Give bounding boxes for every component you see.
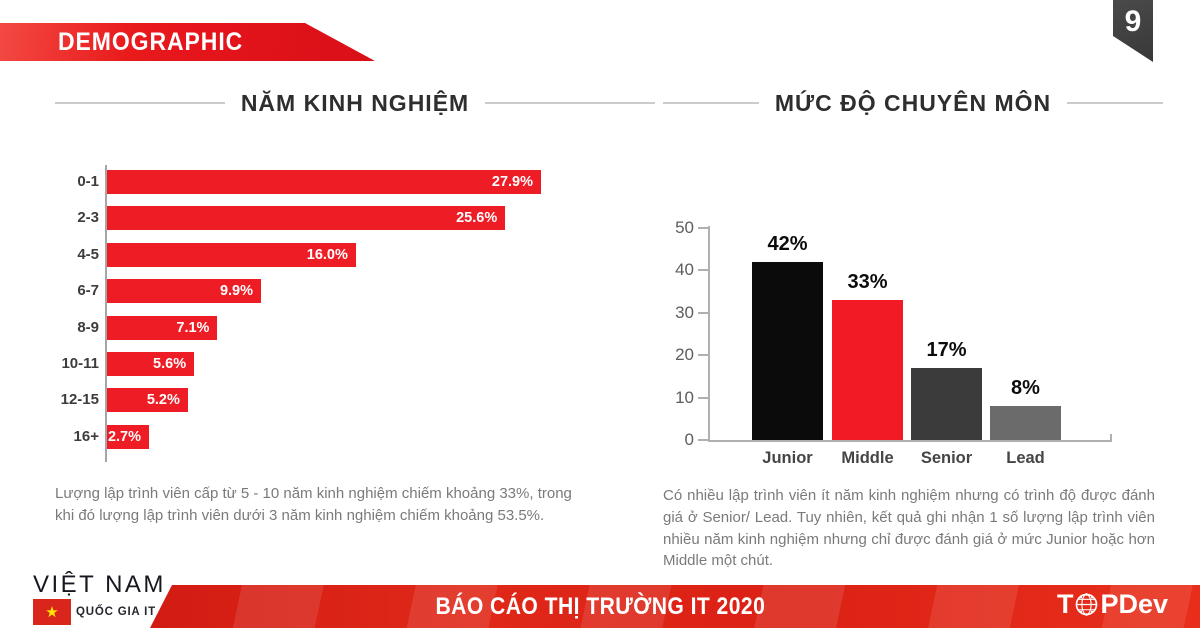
vietnam-logo-title: VIỆT NAM — [33, 571, 166, 598]
level-x-axis-line — [708, 440, 1112, 442]
experience-y-axis-line — [105, 165, 107, 462]
experience-category-label: 8-9 — [77, 318, 99, 336]
level-bar — [752, 261, 823, 440]
experience-bar: 9.9% — [107, 279, 261, 304]
experience-chart-title: NĂM KINH NGHIỆM — [240, 89, 470, 116]
experience-category-label: 12-15 — [60, 391, 99, 409]
level-axis-tick-mark — [698, 269, 708, 272]
experience-row: 12-15 5.2% — [55, 388, 600, 413]
footer-report-title: BÁO CÁO THỊ TRƯỜNG IT 2020 — [435, 593, 765, 620]
experience-chart-title-row: NĂM KINH NGHIỆM — [55, 88, 656, 118]
level-chart-title: MỨC ĐỘ CHUYÊN MÔN — [774, 89, 1052, 116]
experience-value-label: 5.6% — [153, 356, 187, 372]
topdev-globe-icon — [1076, 593, 1098, 616]
level-axis-tick-label: 0 — [684, 430, 694, 449]
level-bar — [911, 367, 982, 440]
level-category-label: Senior — [920, 449, 973, 467]
experience-row: 0-1 27.9% — [55, 170, 600, 194]
level-note: Có nhiều lập trình viên ít năm kinh nghi… — [663, 487, 1155, 570]
title-line-right — [1067, 102, 1163, 104]
experience-row: 16+ 2.7% — [55, 424, 600, 449]
experience-bar-chart: 0-1 27.9% 2-3 25.6% 4-5 16.0% 6-7 9.9% 8-9 7.1% 10… — [55, 165, 600, 470]
experience-value-label: 16.0% — [306, 246, 348, 263]
level-axis-tick-mark — [698, 311, 708, 314]
level-x-axis-end-tick — [1110, 434, 1112, 442]
level-axis-tick-label: 50 — [675, 218, 694, 237]
level-value-label: 42% — [767, 232, 808, 255]
experience-value-label: 25.6% — [456, 210, 498, 227]
level-axis-tick-label: 40 — [675, 260, 694, 280]
experience-row: 4-5 16.0% — [55, 242, 600, 267]
title-line-left — [55, 102, 225, 104]
experience-bar: 5.6% — [107, 352, 195, 376]
experience-bar: 25.6% — [107, 206, 506, 231]
footer-red-band — [150, 585, 1200, 628]
level-value-label: 33% — [847, 271, 888, 294]
topdev-logo-prefix: T — [1056, 589, 1074, 619]
banner-title: DEMOGRAPHIC — [58, 27, 244, 56]
level-category-label: Middle — [841, 449, 894, 467]
level-axis-tick-mark — [698, 354, 708, 357]
page-number: 9 — [1124, 5, 1142, 38]
experience-value-label: 2.7% — [107, 428, 141, 445]
experience-category-label: 0-1 — [77, 173, 99, 190]
experience-bar: 16.0% — [107, 242, 356, 267]
level-bar-chart: 0 10 20 30 40 50 42% Junior 33% Middle 17% Senior 8%… — [660, 215, 1140, 477]
level-axis-tick-label: 30 — [675, 302, 694, 322]
experience-category-label: 4-5 — [77, 245, 99, 263]
level-category-label: Lead — [1006, 449, 1045, 467]
level-chart-title-row: MỨC ĐỘ CHUYÊN MÔN — [663, 88, 1163, 118]
experience-row: 6-7 9.9% — [55, 279, 600, 304]
experience-row: 8-9 7.1% — [55, 315, 600, 340]
level-y-axis-line — [708, 226, 710, 442]
experience-category-label: 6-7 — [77, 282, 99, 300]
experience-bar: 5.2% — [107, 388, 188, 413]
level-axis-tick-mark — [698, 227, 708, 229]
topdev-logo-suffix: PDev — [1100, 589, 1168, 619]
experience-value-label: 5.2% — [146, 392, 180, 409]
vietnam-flag-icon: ★ — [33, 599, 71, 625]
experience-category-label: 2-3 — [77, 209, 99, 227]
demographic-banner: DEMOGRAPHIC — [0, 23, 375, 61]
level-axis-tick-mark — [698, 396, 708, 399]
level-axis-tick-label: 20 — [675, 345, 694, 365]
experience-row: 10-11 5.6% — [55, 352, 600, 376]
level-value-label: 8% — [1011, 377, 1040, 400]
experience-value-label: 27.9% — [491, 174, 533, 190]
level-axis-tick-mark — [698, 439, 708, 441]
topdev-logo: T PDev — [1057, 591, 1168, 618]
experience-value-label: 7.1% — [176, 319, 210, 336]
level-value-label: 17% — [926, 338, 967, 361]
level-bar — [832, 300, 903, 440]
title-line-left — [663, 102, 759, 104]
level-axis-tick-label: 10 — [675, 387, 694, 407]
experience-row: 2-3 25.6% — [55, 206, 600, 231]
level-category-label: Junior — [762, 449, 813, 467]
experience-bar: 2.7% — [107, 424, 149, 449]
experience-category-label: 10-11 — [61, 355, 99, 372]
experience-bar: 7.1% — [107, 315, 218, 340]
experience-note: Lượng lập trình viên cấp từ 5 - 10 năm k… — [55, 485, 572, 524]
experience-category-label: 16+ — [73, 427, 99, 445]
experience-bar: 27.9% — [107, 170, 541, 194]
page-number-bookmark: 9 — [1113, 0, 1153, 62]
flag-star: ★ — [45, 603, 59, 621]
level-bar — [990, 406, 1061, 440]
title-line-right — [485, 102, 656, 104]
vietnam-logo-subtitle: QUỐC GIA IT — [76, 606, 156, 618]
experience-value-label: 9.9% — [219, 283, 253, 300]
